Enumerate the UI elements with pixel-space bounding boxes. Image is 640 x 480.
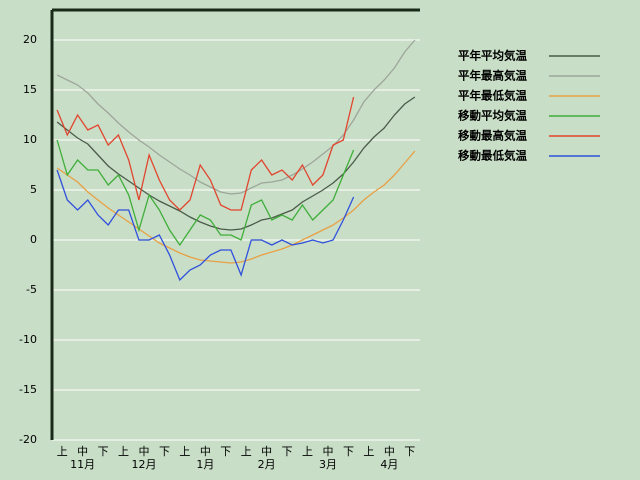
x-tick-label: 下 (220, 445, 231, 458)
x-tick-label: 下 (282, 445, 293, 458)
y-tick-label: 10 (23, 133, 37, 146)
y-tick-label: 20 (23, 33, 37, 46)
x-tick-label: 上 (179, 445, 190, 458)
y-tick-label: 5 (30, 183, 37, 196)
x-tick-label: 上 (118, 445, 129, 458)
x-tick-label: 中 (139, 445, 150, 458)
legend-label: 移動最高気温 (458, 129, 527, 143)
y-tick-label: 15 (23, 83, 37, 96)
series-line (56, 139, 355, 247)
x-tick-label: 上 (363, 445, 374, 458)
month-label: 3月 (319, 458, 337, 471)
legend-label: 平年最低気温 (458, 89, 527, 103)
x-tick-label: 中 (200, 445, 211, 458)
legend-label: 平年平均気温 (458, 49, 527, 63)
month-label: 12月 (132, 458, 157, 471)
x-tick-label: 下 (404, 445, 415, 458)
series-line (56, 169, 355, 282)
legend-label: 移動最低気温 (458, 149, 527, 163)
x-tick-label: 下 (159, 445, 170, 458)
x-tick-label: 上 (57, 445, 68, 458)
y-tick-label: -10 (19, 333, 37, 346)
legend-label: 移動平均気温 (458, 109, 527, 123)
month-label: 4月 (380, 458, 398, 471)
y-tick-label: 0 (30, 233, 37, 246)
x-tick-label: 上 (302, 445, 313, 458)
series-line (56, 96, 416, 231)
legend-label: 平年最高気温 (458, 69, 527, 83)
y-tick-label: -5 (26, 283, 37, 296)
x-tick-label: 上 (241, 445, 252, 458)
x-tick-label: 中 (323, 445, 334, 458)
y-tick-label: -20 (19, 433, 37, 446)
month-label: 1月 (196, 458, 214, 471)
x-tick-label: 中 (384, 445, 395, 458)
series-line (56, 39, 416, 195)
y-tick-label: -15 (19, 383, 37, 396)
month-label: 2月 (258, 458, 276, 471)
x-tick-label: 中 (261, 445, 272, 458)
series-line (56, 96, 355, 211)
month-label: 11月 (70, 458, 95, 471)
x-tick-label: 下 (98, 445, 109, 458)
x-tick-label: 下 (343, 445, 354, 458)
x-tick-label: 中 (77, 445, 88, 458)
